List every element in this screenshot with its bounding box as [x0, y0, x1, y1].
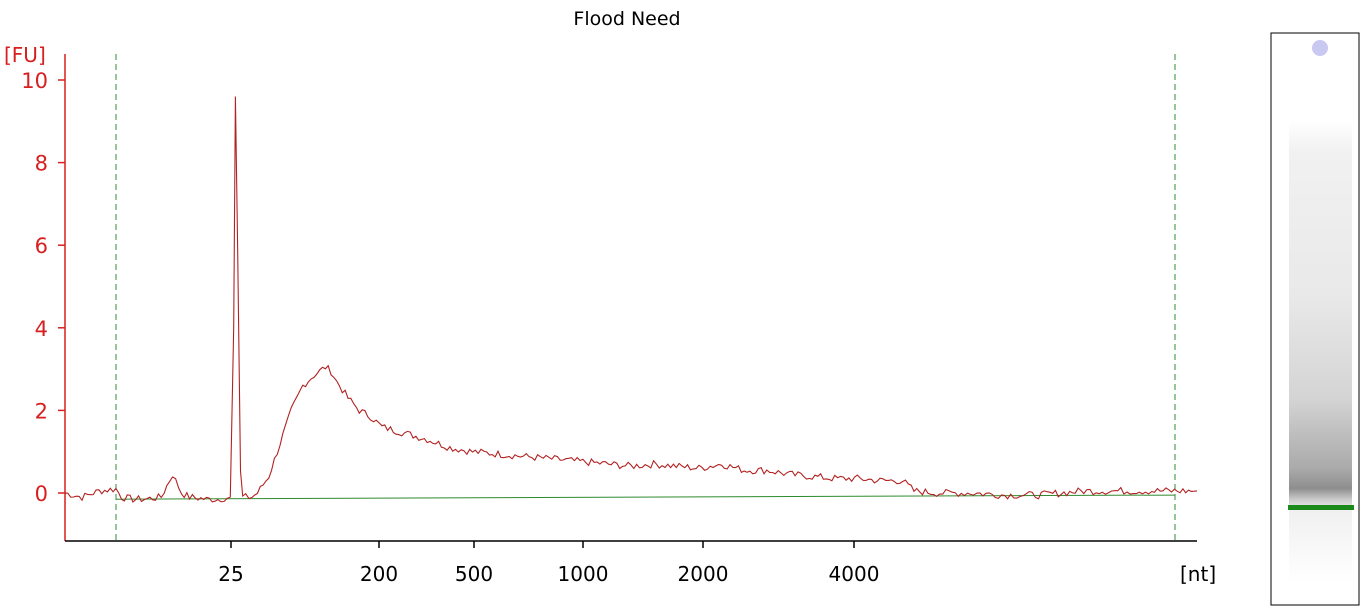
chart-title: Flood Need — [573, 8, 680, 30]
x-tick-label: 500 — [455, 562, 493, 586]
x-tick-group: 25 200 500 1000 2000 4000 — [218, 541, 879, 586]
x-axis-unit-label: [nt] — [1180, 562, 1216, 586]
y-axis-unit-label: [FU] — [4, 43, 46, 67]
y-tick-label: 10 — [21, 69, 48, 93]
x-tick-label: 25 — [218, 562, 243, 586]
y-tick-label: 2 — [35, 399, 48, 423]
y-tick-group: 0 2 4 6 8 10 — [21, 69, 65, 506]
y-tick-label: 0 — [35, 482, 48, 506]
signal-trace — [64, 96, 1198, 503]
x-tick-label: 200 — [360, 562, 398, 586]
baseline-line — [115, 494, 1176, 500]
gel-lane-smear — [1289, 58, 1352, 583]
x-tick-label: 4000 — [829, 562, 880, 586]
y-tick-label: 8 — [35, 152, 48, 176]
gel-lane — [1270, 32, 1360, 606]
y-tick-label: 6 — [35, 234, 48, 258]
gel-lane-marker-band — [1288, 505, 1354, 510]
y-tick-label: 4 — [35, 317, 48, 341]
gel-lane-top-spot — [1312, 40, 1328, 56]
x-tick-label: 1000 — [558, 562, 609, 586]
x-tick-label: 2000 — [678, 562, 729, 586]
